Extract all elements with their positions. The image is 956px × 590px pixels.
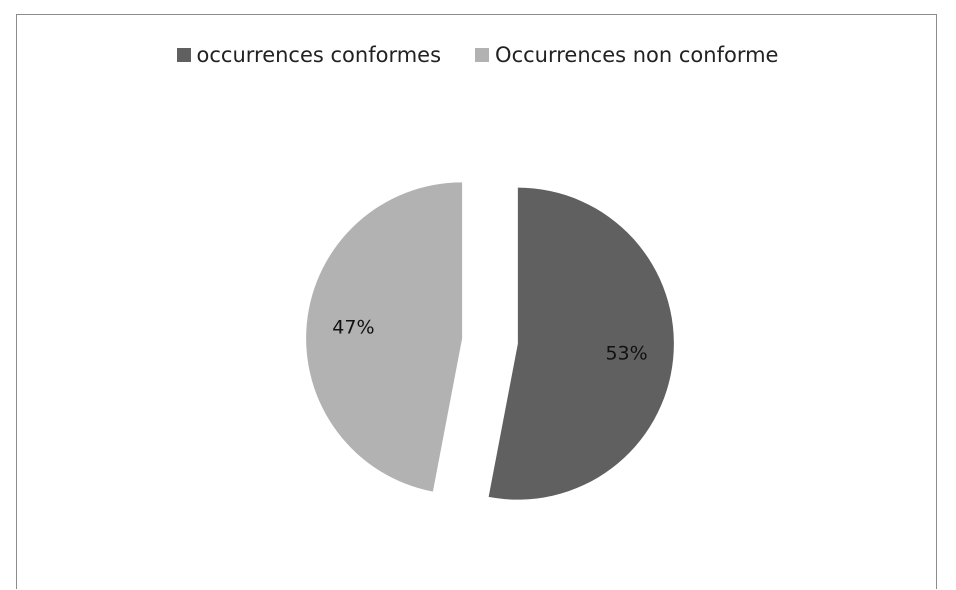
slice-non-conforme (306, 182, 463, 492)
legend: occurrences conformes Occurrences non co… (17, 43, 938, 67)
legend-item-conformes: occurrences conformes (176, 43, 442, 67)
chart-area: occurrences conformes Occurrences non co… (16, 14, 937, 589)
legend-label-non-conforme: Occurrences non conforme (495, 43, 779, 67)
slice-conformes (488, 187, 674, 500)
pie-chart: 53% 47% (306, 182, 674, 500)
slice-label-conformes: 53% (605, 342, 647, 364)
legend-swatch-non-conforme (475, 48, 490, 62)
legend-label-conformes: occurrences conformes (196, 43, 442, 67)
legend-item-non-conforme: Occurrences non conforme (475, 43, 778, 67)
legend-swatch-conformes (176, 48, 191, 62)
slice-label-non-conforme: 47% (332, 317, 374, 339)
